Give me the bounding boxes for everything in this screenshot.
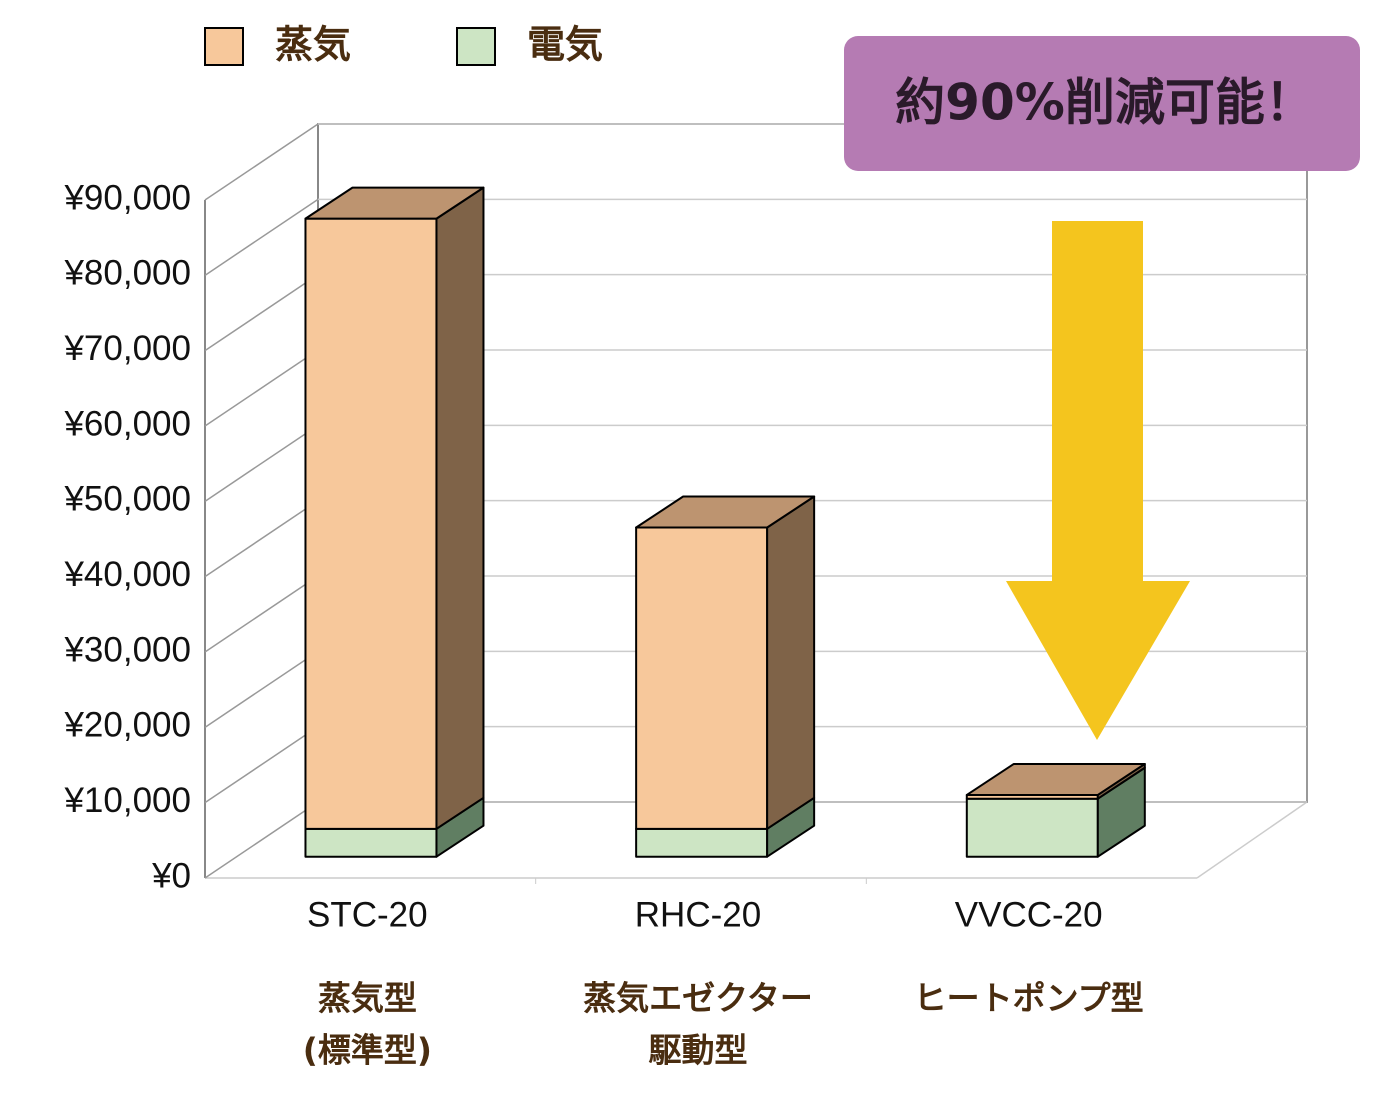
bar-top (635, 495, 816, 529)
y-tick-label: ¥50,000 (63, 480, 191, 519)
y-tick-label: ¥0 (151, 856, 191, 895)
bar-segment (965, 762, 1146, 800)
grid-line-side (204, 801, 319, 879)
side-floor (1196, 801, 1308, 879)
grid-line-side (204, 424, 319, 502)
bar-front (304, 827, 438, 858)
bar-segment (635, 495, 816, 830)
annotation: 約90%削減可能！ (895, 74, 1315, 132)
arrow (1006, 221, 1190, 740)
category-description: 蒸気型 (318, 979, 417, 1018)
grid-line-side (204, 500, 319, 578)
grid-line-side (204, 274, 319, 352)
bar-top (304, 186, 485, 220)
grid-line-side (204, 575, 319, 653)
y-tick-label: ¥70,000 (63, 329, 191, 368)
y-tick-label: ¥40,000 (63, 555, 191, 594)
annotation-box (844, 36, 1360, 171)
grid-line-side (204, 198, 319, 276)
y-tick-label: ¥60,000 (63, 404, 191, 443)
bar-segment (304, 186, 485, 830)
category-description: 駆動型 (649, 1031, 748, 1070)
bar-segment (965, 766, 1146, 858)
y-tick-label: ¥30,000 (63, 630, 191, 669)
legend-label: 蒸気 (275, 23, 351, 67)
y-tick-label: ¥90,000 (63, 178, 191, 217)
bar-front (965, 797, 1099, 858)
grid-line-side (204, 650, 319, 728)
legend-swatch (204, 27, 244, 66)
bar-front (304, 217, 438, 830)
bar-front (635, 526, 769, 830)
bar-side (435, 186, 485, 830)
x-tick-label: VVCC-20 (955, 895, 1103, 934)
bar-top (965, 762, 1146, 796)
bar-side (766, 495, 816, 830)
grid-line-side (204, 349, 319, 427)
y-tick-label: ¥10,000 (63, 781, 191, 820)
bar-front (635, 827, 769, 858)
y-tick-label: ¥20,000 (63, 706, 191, 745)
grid-line-side (204, 726, 319, 804)
legend-swatch (456, 27, 496, 66)
x-tick-label: STC-20 (307, 895, 428, 934)
y-tick-label: ¥80,000 (63, 254, 191, 293)
legend-label: 電気 (527, 23, 603, 67)
category-description: 蒸気エゼクター (583, 979, 813, 1018)
grid-line-side (204, 123, 319, 201)
category-description: (標準型) (303, 1031, 432, 1070)
category-description: ヒートポンプ型 (914, 979, 1144, 1018)
x-tick-label: RHC-20 (635, 895, 761, 934)
